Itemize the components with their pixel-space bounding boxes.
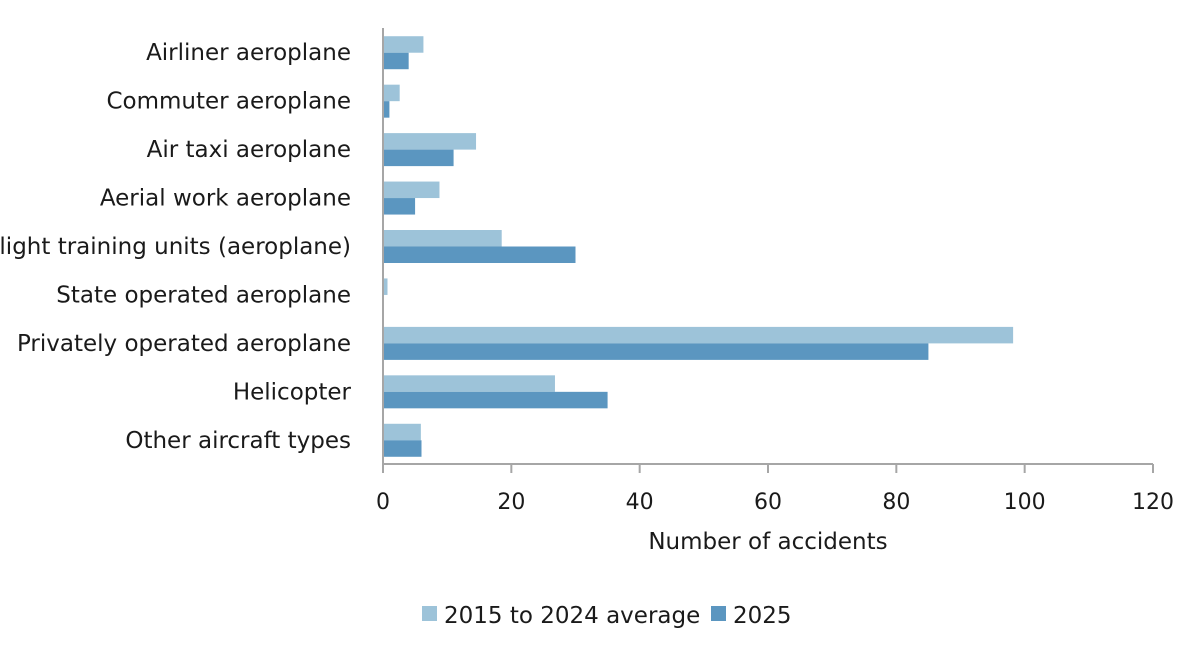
category-labels: Airliner aeroplane Commuter aeroplane Air …	[0, 40, 352, 454]
legend-swatch-average	[422, 606, 437, 621]
bar-privately-operated-aeroplane-2025	[383, 343, 929, 360]
category-label-helicopter: Helicopter	[233, 379, 352, 405]
x-tick-label-120: 120	[1132, 490, 1174, 515]
bar-helicopter-2025	[383, 391, 608, 409]
bar-flight-training-units-aeroplane-average	[383, 230, 502, 247]
x-tick-label-80: 80	[882, 490, 910, 515]
legend-label-average: 2015 to 2024 average	[444, 603, 700, 629]
x-tick-label-0: 0	[376, 490, 390, 515]
bar-flight-training-units-aeroplane-2025	[383, 246, 576, 263]
bar-airliner-aeroplane-average	[383, 36, 424, 53]
x-axis-ticks: 0 20 40 60 80 100 120	[376, 464, 1174, 515]
bar-commuter-aeroplane-2025	[383, 101, 390, 118]
bars	[383, 36, 1014, 457]
x-tick-label-100: 100	[1004, 490, 1046, 515]
category-label-other-aircraft-types: Other aircraft types	[125, 428, 351, 454]
bar-commuter-aeroplane-average	[383, 84, 400, 102]
category-label-privately-operated-aeroplane: Privately operated aeroplane	[17, 331, 351, 357]
x-tick-label-20: 20	[497, 490, 525, 515]
x-tick-label-40: 40	[626, 490, 654, 515]
category-label-air-taxi-aeroplane: Air taxi aeroplane	[147, 137, 351, 163]
bar-privately-operated-aeroplane-average	[383, 326, 1014, 344]
legend-label-2025: 2025	[733, 603, 792, 629]
category-label-state-operated-aeroplane: State operated aeroplane	[56, 282, 351, 308]
bar-airliner-aeroplane-2025	[383, 52, 409, 70]
legend-swatch-2025	[711, 606, 726, 621]
bar-other-aircraft-types-average	[383, 423, 421, 441]
bar-state-operated-aeroplane-average	[383, 278, 388, 295]
x-axis-title: Number of accidents	[648, 529, 887, 555]
category-label-flight-training-units-aeroplane: Flight training units (aeroplane)	[0, 234, 351, 260]
bar-aerial-work-aeroplane-2025	[383, 198, 416, 215]
category-label-airliner-aeroplane: Airliner aeroplane	[146, 40, 351, 66]
x-tick-label-60: 60	[754, 490, 782, 515]
category-label-commuter-aeroplane: Commuter aeroplane	[106, 89, 351, 115]
legend: 2015 to 2024 average 2025	[422, 603, 792, 629]
bar-air-taxi-aeroplane-average	[383, 133, 477, 150]
bar-other-aircraft-types-2025	[383, 440, 422, 457]
bar-aerial-work-aeroplane-average	[383, 181, 440, 199]
bar-helicopter-average	[383, 375, 555, 392]
category-label-aerial-work-aeroplane: Aerial work aeroplane	[100, 186, 351, 212]
bar-air-taxi-aeroplane-2025	[383, 149, 454, 167]
